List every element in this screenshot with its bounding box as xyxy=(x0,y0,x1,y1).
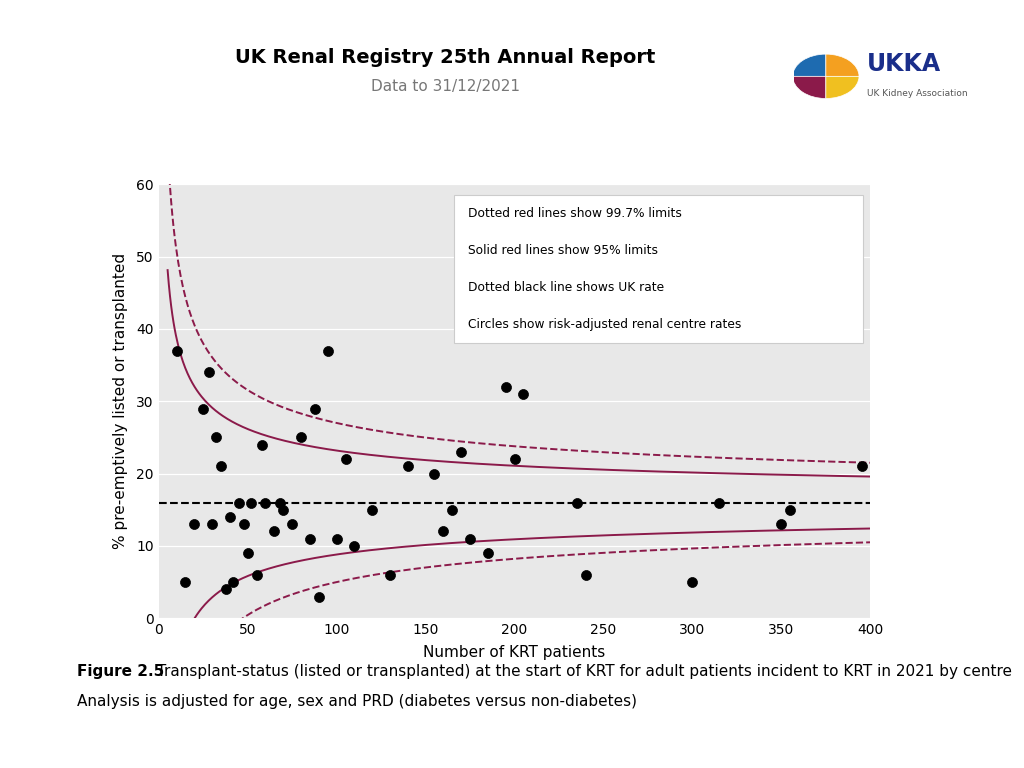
Point xyxy=(254,439,270,451)
Point xyxy=(204,518,220,531)
Point xyxy=(711,496,727,508)
Point xyxy=(515,388,531,400)
Point xyxy=(168,345,184,357)
Point xyxy=(201,366,217,379)
Point xyxy=(462,532,478,545)
Point xyxy=(399,460,416,472)
Point xyxy=(213,460,229,472)
Text: Transplant-status (listed or transplanted) at the start of KRT for adult patient: Transplant-status (listed or transplante… xyxy=(152,664,1012,680)
Point xyxy=(208,432,224,444)
Text: Dotted red lines show 99.7% limits: Dotted red lines show 99.7% limits xyxy=(468,207,682,220)
Point xyxy=(365,504,381,516)
Point xyxy=(186,518,203,531)
Point xyxy=(257,496,273,508)
Point xyxy=(684,576,700,588)
Point xyxy=(853,460,869,472)
Point xyxy=(240,547,256,559)
Point xyxy=(329,532,345,545)
Point xyxy=(506,453,522,465)
Text: Solid red lines show 95% limits: Solid red lines show 95% limits xyxy=(468,244,658,257)
Point xyxy=(444,504,461,516)
Point xyxy=(302,532,318,545)
Text: Analysis is adjusted for age, sex and PRD (diabetes versus non-diabetes): Analysis is adjusted for age, sex and PR… xyxy=(77,694,637,709)
Text: UK Renal Registry 25th Annual Report: UK Renal Registry 25th Annual Report xyxy=(236,48,655,67)
Point xyxy=(271,496,288,508)
Point xyxy=(293,432,309,444)
Wedge shape xyxy=(793,76,825,98)
Point xyxy=(284,518,300,531)
Point xyxy=(275,504,292,516)
Point xyxy=(426,468,442,480)
Wedge shape xyxy=(793,54,825,76)
Point xyxy=(310,591,327,603)
Text: UK Kidney Association: UK Kidney Association xyxy=(867,88,968,98)
Point xyxy=(225,576,242,588)
Point xyxy=(568,496,585,508)
Point xyxy=(236,518,252,531)
Wedge shape xyxy=(825,76,859,98)
Point xyxy=(221,511,238,523)
Point xyxy=(382,568,398,581)
X-axis label: Number of KRT patients: Number of KRT patients xyxy=(424,645,605,660)
Point xyxy=(319,345,336,357)
Point xyxy=(218,583,234,595)
Text: Circles show risk-adjusted renal centre rates: Circles show risk-adjusted renal centre … xyxy=(468,318,741,331)
Point xyxy=(453,445,469,458)
Point xyxy=(195,402,211,415)
Point xyxy=(435,525,452,538)
Point xyxy=(782,504,799,516)
Point xyxy=(230,496,247,508)
Text: Figure 2.5: Figure 2.5 xyxy=(77,664,164,680)
Y-axis label: % pre-emptively listed or transplanted: % pre-emptively listed or transplanted xyxy=(113,253,128,549)
Point xyxy=(249,568,265,581)
Point xyxy=(307,402,324,415)
Point xyxy=(479,547,496,559)
Point xyxy=(578,568,594,581)
Text: Data to 31/12/2021: Data to 31/12/2021 xyxy=(371,78,520,94)
Point xyxy=(346,540,362,552)
Point xyxy=(498,381,514,393)
Text: UKKA: UKKA xyxy=(867,52,941,76)
Point xyxy=(243,496,259,508)
Point xyxy=(177,576,194,588)
FancyBboxPatch shape xyxy=(454,195,863,343)
Point xyxy=(773,518,790,531)
Point xyxy=(337,453,353,465)
Point xyxy=(266,525,283,538)
Text: Dotted black line shows UK rate: Dotted black line shows UK rate xyxy=(468,281,665,294)
Wedge shape xyxy=(825,54,859,76)
